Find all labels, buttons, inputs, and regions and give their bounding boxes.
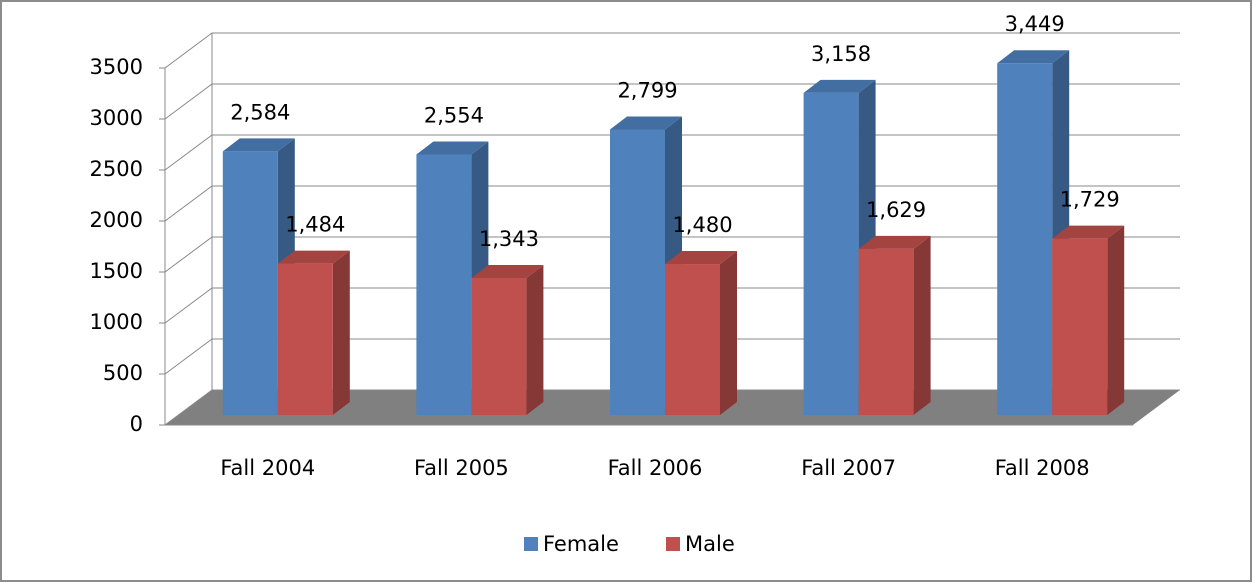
x-tick-label: Fall 2006 [608, 456, 703, 480]
bar-side [720, 251, 737, 415]
bar-top [1052, 225, 1125, 239]
x-tick-label: Fall 2007 [801, 456, 896, 480]
bar [858, 248, 914, 415]
x-tick-label: Fall 2008 [995, 456, 1090, 480]
y-tick-label: 3000 [90, 106, 143, 130]
y-tick-label: 1500 [90, 259, 143, 283]
bar [803, 92, 859, 415]
bar-side [1107, 225, 1125, 415]
bar-top [997, 50, 1070, 64]
x-tick-label: Fall 2005 [414, 456, 509, 480]
value-label: 2,584 [230, 100, 290, 124]
legend-swatch [524, 537, 538, 551]
bar-top [277, 250, 350, 264]
bar-top [610, 116, 682, 130]
grid-line [164, 32, 1180, 69]
bar [416, 154, 472, 415]
bar-top [416, 141, 489, 155]
bar [1052, 238, 1108, 415]
value-label: 1,729 [1060, 188, 1120, 212]
value-label: 2,554 [424, 103, 484, 127]
value-label: 1,480 [672, 213, 732, 237]
value-label: 1,629 [866, 198, 926, 222]
y-tick-label: 0 [130, 412, 143, 436]
legend-label: Female [543, 532, 619, 556]
y-tick-label: 2500 [90, 157, 143, 181]
value-label: 2,799 [617, 79, 677, 103]
y-tick-label: 1000 [90, 310, 143, 334]
y-tick-label: 500 [103, 361, 143, 385]
bar-top [858, 235, 931, 249]
bar-top [803, 79, 876, 93]
bar-top [665, 251, 737, 265]
bar [610, 129, 665, 415]
value-label: 3,449 [1005, 12, 1065, 36]
value-label: 1,343 [479, 227, 539, 251]
x-tick-label: Fall 2004 [220, 456, 315, 480]
bar [997, 63, 1053, 416]
bar-side [332, 250, 350, 415]
value-label: 1,484 [285, 213, 345, 237]
bar-top [471, 265, 544, 279]
legend-swatch [666, 537, 680, 551]
bar-side [913, 235, 931, 415]
y-tick-label: 2000 [90, 208, 143, 232]
bar [471, 278, 527, 415]
bar [277, 263, 333, 415]
y-tick-label: 3500 [90, 55, 143, 79]
value-label: 3,158 [811, 42, 871, 66]
bar [222, 151, 278, 415]
legend-label: Male [685, 532, 735, 556]
bar-top [222, 138, 295, 152]
bar-side [526, 265, 544, 415]
bar [665, 264, 720, 415]
